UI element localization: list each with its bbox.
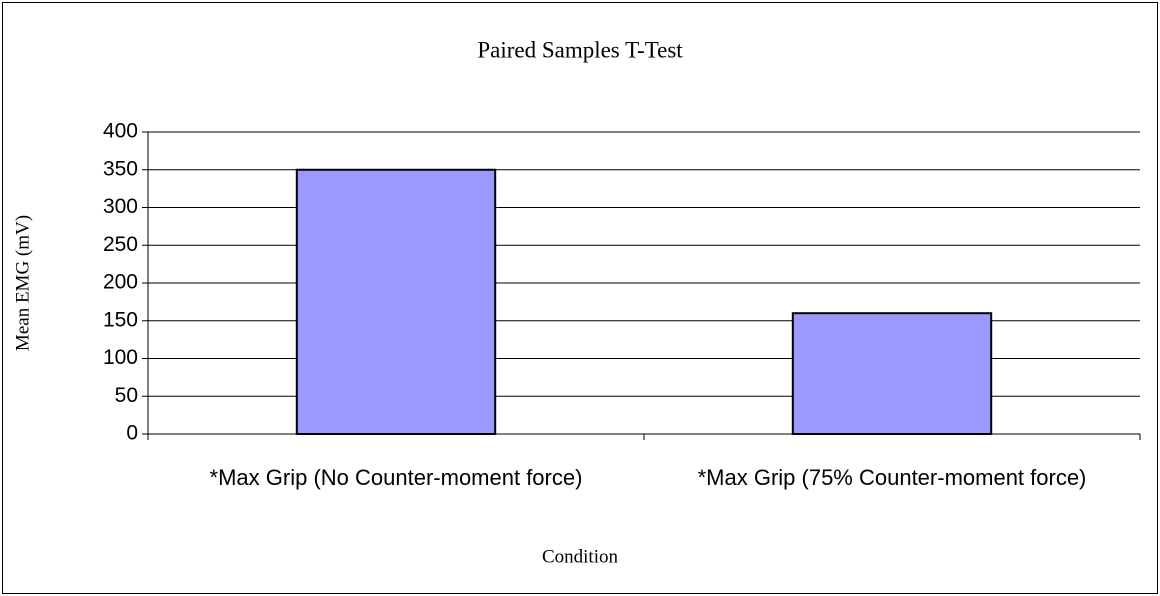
y-tick-label: 350: [103, 157, 138, 180]
y-tick-label: 0: [126, 422, 138, 445]
chart-title: Paired Samples T-Test: [477, 37, 683, 62]
x-axis-label: Condition: [542, 546, 619, 567]
y-tick-label: 250: [103, 233, 138, 256]
y-tick-label: 300: [103, 195, 138, 218]
y-tick-label: 150: [103, 308, 138, 331]
x-tick-label: *Max Grip (75% Counter-moment force): [697, 465, 1087, 490]
bar: [791, 312, 993, 436]
y-tick-label: 200: [103, 271, 138, 294]
y-axis-label: Mean EMG (mV): [12, 215, 33, 351]
x-tick-label: *Max Grip (No Counter-moment force): [209, 465, 583, 490]
y-tick-label: 100: [103, 346, 138, 369]
bar: [295, 168, 497, 435]
y-tick-label: 50: [115, 384, 138, 407]
y-tick-label: 400: [103, 120, 138, 143]
